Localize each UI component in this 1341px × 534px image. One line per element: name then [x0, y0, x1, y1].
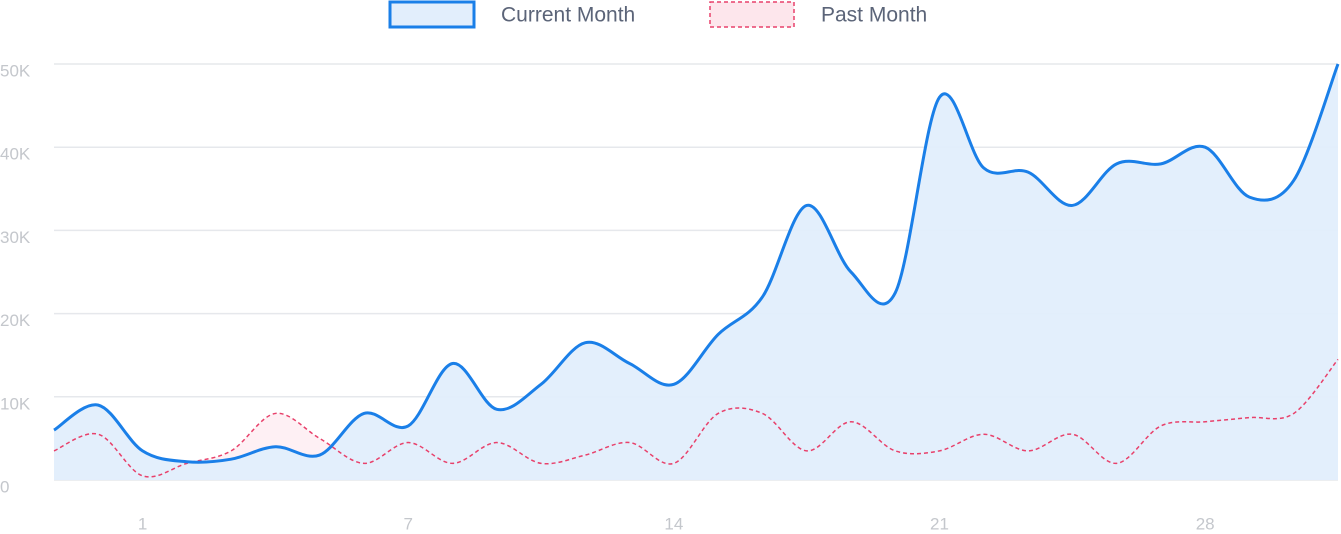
legend-item: Past Month [709, 1, 927, 28]
x-tick-label: 28 [1196, 514, 1215, 533]
y-tick-label: 20K [0, 311, 31, 330]
x-tick-label: 1 [138, 514, 147, 533]
legend-label: Past Month [821, 4, 927, 27]
x-tick-label: 21 [930, 514, 949, 533]
legend-label: Current Month [501, 4, 635, 27]
x-tick-label: 7 [403, 514, 412, 533]
line [53, 63, 1340, 464]
y-tick-label: 40K [0, 145, 31, 164]
y-tick-label: 50K [0, 61, 31, 80]
legend-swatch [388, 0, 476, 29]
y-tick-label: 0 [0, 477, 9, 496]
legend-item: Current Month [388, 0, 635, 29]
y-tick-label: 10K [0, 394, 31, 413]
x-tick-label: 14 [664, 514, 683, 533]
y-tick-label: 30K [0, 228, 31, 247]
legend-swatch [709, 1, 795, 28]
line [53, 358, 1339, 478]
area [54, 64, 1338, 480]
